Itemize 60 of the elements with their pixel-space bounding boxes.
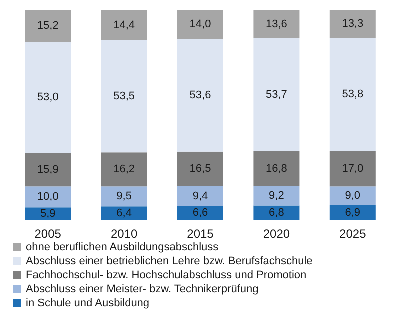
bar: [25, 208, 72, 220]
x-tick-label: 2015: [187, 227, 214, 241]
legend-label: in Schule und Ausbildung: [26, 298, 150, 310]
data-label: 14,0: [190, 18, 212, 31]
data-label: 13,3: [342, 18, 364, 30]
x-tick-label: 2010: [110, 227, 138, 241]
legend-label: Fachhochschul- bzw. Hochschulabschluss und Promotion: [26, 270, 307, 282]
bar: [254, 206, 300, 220]
bar: [254, 10, 300, 39]
data-label: 16,8: [266, 162, 288, 175]
data-label: 53,0: [37, 92, 59, 104]
bar: [254, 186, 300, 206]
data-label: 53,8: [342, 88, 364, 101]
data-label: 5,9: [40, 208, 56, 220]
data-label: 9,0: [345, 190, 361, 202]
data-label: 6,6: [192, 207, 208, 220]
data-label: 14,4: [114, 19, 136, 32]
data-label: 16,5: [190, 163, 212, 176]
bar: [25, 153, 72, 187]
bar: [101, 40, 148, 153]
data-label: 9,5: [116, 190, 132, 203]
bar: [25, 10, 72, 42]
bar: [254, 151, 300, 186]
data-label: 53,7: [266, 88, 288, 101]
bar: [254, 38, 300, 152]
data-label: 6,8: [269, 206, 284, 219]
bar: [101, 10, 148, 40]
bar: [330, 206, 376, 220]
bar: [178, 39, 224, 152]
bar: [330, 186, 376, 206]
data-label: 53,5: [114, 90, 136, 103]
data-label: 9,4: [192, 190, 208, 202]
bar: [330, 150, 376, 187]
bar: [178, 186, 224, 206]
bar: [178, 10, 224, 40]
data-label: 15,9: [37, 164, 59, 176]
bar: [101, 186, 148, 207]
bar: [25, 42, 72, 154]
data-label: 9,2: [269, 190, 284, 202]
legend-label: Abschluss einer betrieblichen Lehre bzw. Berufsfachschule: [26, 256, 313, 268]
data-label: 53,6: [190, 90, 212, 102]
data-label: 16,2: [114, 164, 136, 176]
data-label: 6,9: [345, 206, 361, 219]
data-label: 13,6: [266, 18, 288, 30]
bar: [330, 10, 376, 38]
x-tick-label: 2025: [340, 227, 367, 241]
bar: [25, 186, 72, 208]
data-label: 17,0: [342, 162, 364, 175]
legend-label: Abschluss einer Meister- bzw. Technikerprüfung: [26, 284, 259, 296]
data-label: 15,2: [37, 20, 59, 32]
data-label: 10,0: [37, 191, 59, 204]
bar: [178, 206, 224, 220]
data-label: 6,4: [116, 207, 132, 220]
bar: [178, 152, 224, 186]
legend-label: ohne beruflichen Ausbildungsabschluss: [26, 242, 220, 254]
x-tick-label: 2005: [34, 227, 62, 241]
x-tick-label: 2020: [263, 227, 290, 241]
bar: [330, 38, 376, 151]
bar: [101, 206, 148, 220]
bar: [101, 152, 148, 187]
